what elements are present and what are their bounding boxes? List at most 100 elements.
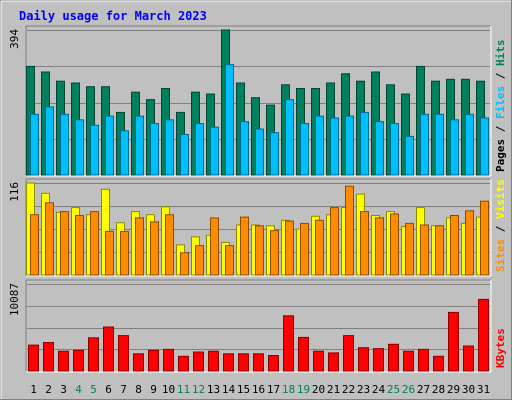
- bar-sites-day-17: [270, 230, 279, 276]
- bar-files-day-27: [420, 113, 429, 176]
- panel-sites-visits: 116 Sites / Visits: [8, 178, 507, 277]
- x-tick-label: 20: [312, 383, 325, 396]
- bar-kbytes-day-24: [373, 348, 384, 372]
- bar-kbytes-day-19: [298, 336, 309, 372]
- bar-files-day-22: [345, 115, 354, 176]
- bar-files-day-18: [285, 99, 294, 176]
- bar-sites-day-4: [75, 215, 84, 276]
- bar-kbytes-day-7: [118, 335, 129, 372]
- y-axis-label-part: Files: [494, 86, 507, 119]
- bar-kbytes-day-23: [358, 347, 369, 372]
- bar-files-day-30: [465, 113, 474, 176]
- x-tick-label: 30: [462, 383, 475, 396]
- bar-files-day-16: [255, 128, 264, 176]
- bar-files-day-19: [300, 123, 309, 176]
- x-tick-label: 6: [105, 383, 112, 396]
- bar-sites-day-7: [120, 230, 129, 276]
- bar-files-day-20: [315, 115, 324, 176]
- bar-sites-day-14: [225, 245, 234, 276]
- bar-sites-day-20: [315, 219, 324, 276]
- bar-sites-day-1: [30, 214, 39, 276]
- bar-sites-day-26: [405, 222, 414, 276]
- bar-sites-day-27: [420, 224, 429, 276]
- x-tick-label: 3: [60, 383, 67, 396]
- x-tick-label: 12: [192, 383, 205, 396]
- x-tick-label: 24: [372, 383, 386, 396]
- bar-kbytes-day-10: [163, 348, 174, 372]
- bar-kbytes-day-11: [178, 355, 189, 372]
- x-tick-label: 26: [402, 383, 415, 396]
- bar-sites-day-6: [105, 230, 114, 276]
- bar-files-day-17: [270, 132, 279, 176]
- bar-kbytes-day-31: [478, 298, 489, 372]
- bar-kbytes-day-6: [103, 326, 114, 372]
- y-axis-label-sites-visits: Sites / Visits: [494, 179, 507, 272]
- y-tick-label-hits-files-pages: 394: [8, 29, 21, 49]
- bar-files-day-4: [75, 119, 84, 176]
- x-tick-label: 27: [417, 383, 430, 396]
- bar-sites-day-31: [480, 200, 489, 276]
- bar-kbytes-day-8: [133, 353, 144, 372]
- bar-kbytes-day-20: [313, 350, 324, 372]
- bar-sites-day-28: [435, 225, 444, 276]
- bar-kbytes-day-9: [148, 349, 159, 372]
- bar-sites-day-12: [195, 245, 204, 276]
- bar-kbytes-day-17: [268, 355, 279, 372]
- bar-kbytes-day-5: [88, 337, 99, 372]
- bar-sites-day-3: [60, 211, 69, 276]
- bar-sites-day-22: [345, 185, 354, 276]
- y-axis-label-part: Sites: [494, 239, 507, 272]
- bar-kbytes-day-14: [223, 353, 234, 372]
- bar-kbytes-day-15: [238, 353, 249, 372]
- bar-files-day-13: [210, 126, 219, 176]
- bar-files-day-6: [105, 115, 114, 176]
- x-tick-label: 31: [477, 383, 490, 396]
- bar-files-day-5: [90, 124, 99, 176]
- x-tick-label: 8: [135, 383, 142, 396]
- x-tick-label: 13: [207, 383, 220, 396]
- y-axis-label-part: Pages: [494, 139, 507, 172]
- bar-files-day-1: [30, 113, 39, 176]
- bar-sites-day-29: [450, 215, 459, 276]
- x-tick-label: 28: [432, 383, 445, 396]
- bar-kbytes-day-29: [448, 311, 459, 372]
- x-tick-label: 15: [237, 383, 250, 396]
- bar-files-day-28: [435, 113, 444, 176]
- bar-kbytes-day-27: [418, 348, 429, 372]
- bar-sites-day-23: [360, 211, 369, 276]
- y-tick-label-sites-visits: 116: [8, 182, 21, 202]
- bar-files-day-10: [165, 119, 174, 176]
- bar-sites-day-24: [375, 217, 384, 276]
- bar-kbytes-day-25: [388, 343, 399, 372]
- bar-files-day-8: [135, 115, 144, 176]
- panel-hits-files-pages: 394 Pages / Files / Hits: [8, 25, 507, 177]
- bar-kbytes-day-21: [328, 352, 339, 372]
- bar-kbytes-day-18: [283, 315, 294, 372]
- y-axis-label-hits-files-pages: Pages / Files / Hits: [494, 40, 507, 173]
- bar-sites-day-19: [300, 222, 309, 276]
- bar-files-day-26: [405, 135, 414, 176]
- bar-sites-day-9: [150, 221, 159, 276]
- bar-files-day-21: [330, 117, 339, 176]
- bar-files-day-23: [360, 111, 369, 176]
- bar-files-day-29: [450, 119, 459, 176]
- y-axis-label-part: Visits: [494, 179, 507, 219]
- x-tick-label: 21: [327, 383, 340, 396]
- bar-sites-day-25: [390, 213, 399, 276]
- x-tick-label: 18: [282, 383, 295, 396]
- bar-kbytes-day-30: [463, 345, 474, 372]
- bar-sites-day-11: [180, 252, 189, 276]
- bar-kbytes-day-16: [253, 353, 264, 372]
- y-axis-label-part: Hits: [494, 40, 507, 67]
- y-tick-label-kbytes: 10087: [8, 283, 21, 316]
- bar-files-day-25: [390, 123, 399, 176]
- bar-kbytes-day-22: [343, 335, 354, 372]
- bar-sites-day-18: [285, 220, 294, 276]
- x-tick-label: 7: [120, 383, 127, 396]
- bar-files-day-7: [120, 130, 129, 176]
- bar-sites-day-5: [90, 211, 99, 276]
- bar-kbytes-day-26: [403, 350, 414, 372]
- bar-kbytes-day-28: [433, 355, 444, 372]
- y-axis-label-part: KBytes: [494, 328, 507, 368]
